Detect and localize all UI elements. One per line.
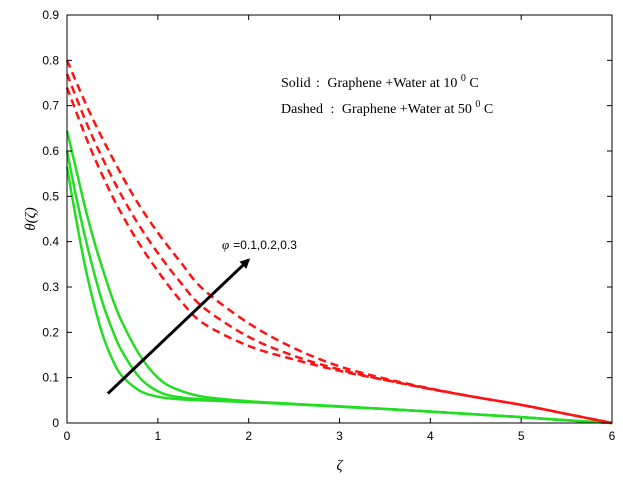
legend: Solid : Graphene +Water at 10 0 C Dashed… (281, 70, 493, 117)
series-layer (65, 59, 613, 425)
phi-values: =0.1,0.2,0.3 (233, 238, 297, 252)
phi-annotation: φ =0.1,0.2,0.3 (106, 236, 297, 395)
y-tick-label: 0.5 (42, 189, 59, 203)
y-tick-label: 0.7 (42, 99, 59, 113)
y-tick-label: 0.9 (42, 8, 59, 22)
x-tick-label: 1 (154, 429, 161, 443)
y-tick-label: 0.4 (42, 235, 59, 249)
y-tick-label: 0.1 (42, 371, 59, 385)
legend-dashed-text: Graphene +Water at 50 (342, 102, 472, 117)
x-tick-label: 4 (427, 429, 434, 443)
y-tick-label: 0.6 (42, 144, 59, 158)
legend-line-solid: Solid : Graphene +Water at 10 0 C (281, 70, 479, 91)
legend-line-dashed: Dashed : Graphene +Water at 50 0 C (281, 96, 493, 117)
y-tick-label: 0 (52, 416, 59, 430)
phi-arrow (106, 258, 251, 395)
x-tick-label: 5 (518, 429, 525, 443)
x-tick-label: 3 (336, 429, 343, 443)
legend-dashed-sep: : (331, 102, 335, 117)
y-axis-title: θ(ζ) (23, 207, 39, 230)
legend-solid-text: Graphene +Water at 10 (327, 76, 457, 91)
y-tick-label: 0.3 (42, 280, 59, 294)
legend-solid-unit: C (469, 76, 478, 91)
legend-solid-sep: : (316, 76, 320, 91)
y-tick-label: 0.8 (42, 53, 59, 67)
dashed-curve-5 (65, 59, 613, 425)
legend-dashed-label: Dashed (281, 102, 323, 117)
x-tick-label: 6 (609, 429, 616, 443)
solid-curve-2 (65, 130, 613, 425)
x-tick-label: 2 (245, 429, 252, 443)
legend-dashed-sup: 0 (475, 99, 480, 110)
legend-solid-label: Solid (281, 76, 311, 91)
phi-symbol: φ (222, 237, 229, 252)
legend-dashed-unit: C (484, 102, 493, 117)
y-tick-label: 0.2 (42, 325, 59, 339)
plot-area (67, 15, 612, 423)
x-tick-label: 0 (64, 429, 71, 443)
phi-label: φ =0.1,0.2,0.3 (222, 236, 297, 253)
legend-solid-sup: 0 (461, 73, 466, 84)
plot-frame (66, 14, 613, 424)
x-axis-title: ζ (336, 458, 343, 474)
